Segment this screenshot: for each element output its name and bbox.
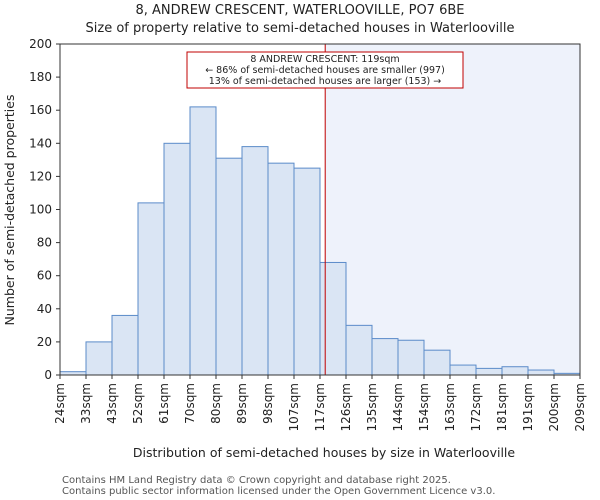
bar-135sqm: [371, 338, 399, 376]
y-tick-label: 20: [37, 335, 52, 349]
x-tick-label-61sqm: 61sqm: [157, 383, 171, 424]
y-tick-label: 200: [29, 37, 52, 51]
x-tick-label-209sqm: 209sqm: [573, 383, 587, 431]
x-tick-label-200sqm: 200sqm: [547, 383, 561, 431]
bar-181sqm: [501, 366, 529, 376]
y-tick-label: 80: [37, 236, 52, 250]
bar-43sqm: [111, 314, 139, 376]
y-tick-label: 120: [29, 169, 52, 183]
bar-107sqm: [293, 167, 321, 376]
y-tick-label: 180: [29, 70, 52, 84]
y-axis-ticks: 0 20 40 60 80 100 120 140 160 180 200: [29, 37, 60, 382]
x-tick-label-80sqm: 80sqm: [209, 383, 223, 424]
bar-98sqm: [267, 162, 295, 376]
x-tick-label-172sqm: 172sqm: [469, 383, 483, 431]
x-tick-label-126sqm: 126sqm: [339, 383, 353, 431]
x-tick-label-117sqm: 117sqm: [313, 383, 327, 431]
x-tick-label-70sqm: 70sqm: [183, 383, 197, 424]
x-tick-label-24sqm: 24sqm: [53, 383, 67, 424]
bar-163sqm: [449, 364, 477, 376]
y-tick-label: 160: [29, 103, 52, 117]
x-tick-label-98sqm: 98sqm: [261, 383, 275, 424]
annotation-box: 8 ANDREW CRESCENT: 119sqm ← 86% of semi-…: [186, 51, 464, 89]
x-tick-label-89sqm: 89sqm: [235, 383, 249, 424]
y-tick-label: 100: [29, 203, 52, 217]
x-tick-label-52sqm: 52sqm: [131, 383, 145, 424]
bar-33sqm: [85, 341, 113, 376]
plot-area: 0 20 40 60 80 100 120 140 160 180 200 24sqm 33sqm 43…: [29, 37, 587, 431]
y-axis-label: Number of semi-detached properties: [2, 95, 17, 326]
x-tick-label-33sqm: 33sqm: [79, 383, 93, 424]
footer-line-2: Contains public sector information licen…: [62, 486, 495, 497]
bar-144sqm: [397, 339, 425, 376]
x-tick-label-43sqm: 43sqm: [105, 383, 119, 424]
bar-89sqm: [241, 146, 269, 376]
y-tick-label: 40: [37, 302, 52, 316]
bar-154sqm: [423, 349, 451, 376]
bar-80sqm: [215, 157, 243, 376]
annotation-line-3: 13% of semi-detached houses are larger (…: [209, 76, 442, 87]
x-axis-label: Distribution of semi-detached houses by …: [133, 445, 515, 460]
bar-61sqm: [163, 142, 191, 376]
x-tick-label-191sqm: 191sqm: [521, 383, 535, 431]
annotation-line-2: ← 86% of semi-detached houses are smalle…: [205, 65, 445, 76]
x-axis-ticks: 24sqm 33sqm 43sqm 52sqm 61sqm 70sqm 80sqm 89sqm…: [53, 375, 587, 431]
x-tick-label-181sqm: 181sqm: [495, 383, 509, 431]
chart-title: 8, ANDREW CRESCENT, WATERLOOVILLE, PO7 6…: [136, 3, 465, 18]
x-tick-label-154sqm: 154sqm: [417, 383, 431, 431]
bar-52sqm: [137, 202, 165, 376]
y-tick-label: 60: [37, 269, 52, 283]
footer-line-1: Contains HM Land Registry data © Crown c…: [62, 475, 451, 486]
x-tick-label-144sqm: 144sqm: [391, 383, 405, 431]
x-tick-label-107sqm: 107sqm: [287, 383, 301, 431]
larger-region-highlight: [325, 44, 580, 375]
bars: [59, 106, 581, 376]
chart-subtitle: Size of property relative to semi-detach…: [86, 21, 515, 36]
x-tick-label-163sqm: 163sqm: [443, 383, 457, 431]
y-tick-label: 0: [44, 368, 52, 382]
bar-172sqm: [475, 367, 503, 376]
bar-117sqm: [319, 261, 347, 376]
bar-70sqm: [189, 106, 217, 376]
annotation-border: [186, 51, 464, 89]
bar-126sqm: [345, 324, 373, 376]
bar-191sqm: [527, 369, 555, 376]
y-tick-label: 140: [29, 136, 52, 150]
x-tick-label-135sqm: 135sqm: [365, 383, 379, 431]
annotation-line-1: 8 ANDREW CRESCENT: 119sqm: [250, 54, 399, 65]
